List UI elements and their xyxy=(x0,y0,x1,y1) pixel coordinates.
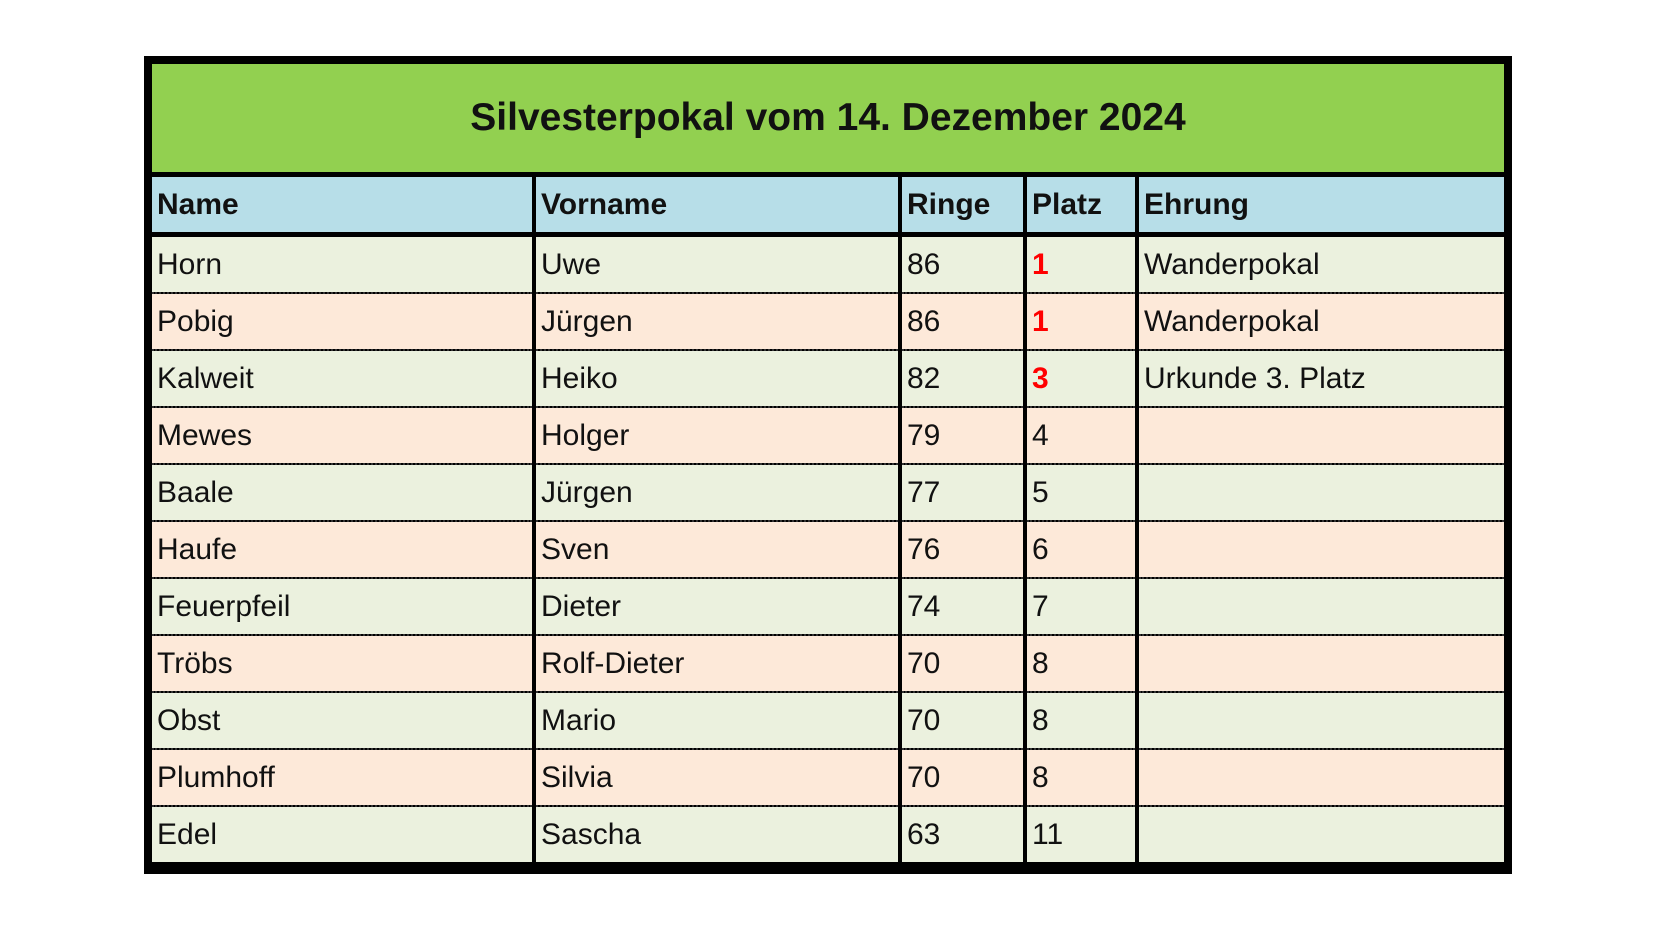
cell-ehrung xyxy=(1137,805,1504,862)
cell-name: Horn xyxy=(152,234,536,293)
cell-ringe: 79 xyxy=(900,406,1027,464)
cell-vorname: Mario xyxy=(534,691,902,749)
cell-ringe: 86 xyxy=(900,292,1027,350)
results-table: Name Vorname Ringe Platz Ehrung Horn Uwe 8… xyxy=(152,177,1504,862)
cell-platz: 6 xyxy=(1025,520,1139,578)
cell-ringe: 70 xyxy=(900,691,1027,749)
cell-ringe: 77 xyxy=(900,463,1027,521)
cell-platz: 4 xyxy=(1025,406,1139,464)
cell-name: Haufe xyxy=(152,520,536,578)
cell-platz: 5 xyxy=(1025,463,1139,521)
table-row: Horn Uwe 86 1 Wanderpokal xyxy=(152,234,1504,293)
cell-platz: 8 xyxy=(1025,748,1139,806)
cell-vorname: Holger xyxy=(534,406,902,464)
cell-ringe: 82 xyxy=(900,349,1027,407)
table-row: Obst Mario 70 8 xyxy=(152,691,1504,749)
cell-ehrung: Wanderpokal xyxy=(1137,234,1504,293)
cell-ehrung xyxy=(1137,463,1504,521)
header-row: Name Vorname Ringe Platz Ehrung xyxy=(152,177,1504,237)
cell-platz: 8 xyxy=(1025,691,1139,749)
cell-ehrung xyxy=(1137,691,1504,749)
cell-ehrung xyxy=(1137,520,1504,578)
table-row: Tröbs Rolf-Dieter 70 8 xyxy=(152,634,1504,692)
cell-vorname: Heiko xyxy=(534,349,902,407)
header-platz: Platz xyxy=(1025,177,1139,237)
cell-name: Pobig xyxy=(152,292,536,350)
cell-ringe: 63 xyxy=(900,805,1027,862)
cell-ringe: 70 xyxy=(900,748,1027,806)
cell-vorname: Sascha xyxy=(534,805,902,862)
header-name: Name xyxy=(152,177,536,237)
cell-ringe: 76 xyxy=(900,520,1027,578)
header-vorname: Vorname xyxy=(534,177,902,237)
cell-ehrung: Wanderpokal xyxy=(1137,292,1504,350)
cell-name: Kalweit xyxy=(152,349,536,407)
table-row: Baale Jürgen 77 5 xyxy=(152,463,1504,521)
cell-ringe: 70 xyxy=(900,634,1027,692)
cell-vorname: Jürgen xyxy=(534,292,902,350)
cell-ringe: 74 xyxy=(900,577,1027,635)
cell-platz: 7 xyxy=(1025,577,1139,635)
table-title: Silvesterpokal vom 14. Dezember 2024 xyxy=(152,64,1504,172)
table-row: Feuerpfeil Dieter 74 7 xyxy=(152,577,1504,635)
cell-ehrung xyxy=(1137,577,1504,635)
table-row: Haufe Sven 76 6 xyxy=(152,520,1504,578)
cell-vorname: Silvia xyxy=(534,748,902,806)
header-ringe: Ringe xyxy=(900,177,1027,237)
cell-platz: 1 xyxy=(1025,234,1139,293)
table-row: Kalweit Heiko 82 3 Urkunde 3. Platz xyxy=(152,349,1504,407)
cell-ehrung xyxy=(1137,406,1504,464)
cell-name: Feuerpfeil xyxy=(152,577,536,635)
cell-name: Obst xyxy=(152,691,536,749)
cell-name: Mewes xyxy=(152,406,536,464)
cell-vorname: Dieter xyxy=(534,577,902,635)
cell-name: Plumhoff xyxy=(152,748,536,806)
cell-ehrung xyxy=(1137,634,1504,692)
cell-ehrung: Urkunde 3. Platz xyxy=(1137,349,1504,407)
table-row: Plumhoff Silvia 70 8 xyxy=(152,748,1504,806)
cell-vorname: Uwe xyxy=(534,234,902,293)
cell-vorname: Sven xyxy=(534,520,902,578)
results-table-frame: Silvesterpokal vom 14. Dezember 2024 Nam… xyxy=(144,56,1512,874)
table-row: Mewes Holger 79 4 xyxy=(152,406,1504,464)
table-row: Pobig Jürgen 86 1 Wanderpokal xyxy=(152,292,1504,350)
cell-platz: 11 xyxy=(1025,805,1139,862)
cell-platz: 1 xyxy=(1025,292,1139,350)
cell-vorname: Jürgen xyxy=(534,463,902,521)
header-ehrung: Ehrung xyxy=(1137,177,1504,237)
cell-platz: 8 xyxy=(1025,634,1139,692)
cell-ringe: 86 xyxy=(900,234,1027,293)
table-row: Edel Sascha 63 11 xyxy=(152,805,1504,862)
cell-name: Tröbs xyxy=(152,634,536,692)
cell-platz: 3 xyxy=(1025,349,1139,407)
cell-name: Baale xyxy=(152,463,536,521)
cell-vorname: Rolf-Dieter xyxy=(534,634,902,692)
cell-name: Edel xyxy=(152,805,536,862)
cell-ehrung xyxy=(1137,748,1504,806)
